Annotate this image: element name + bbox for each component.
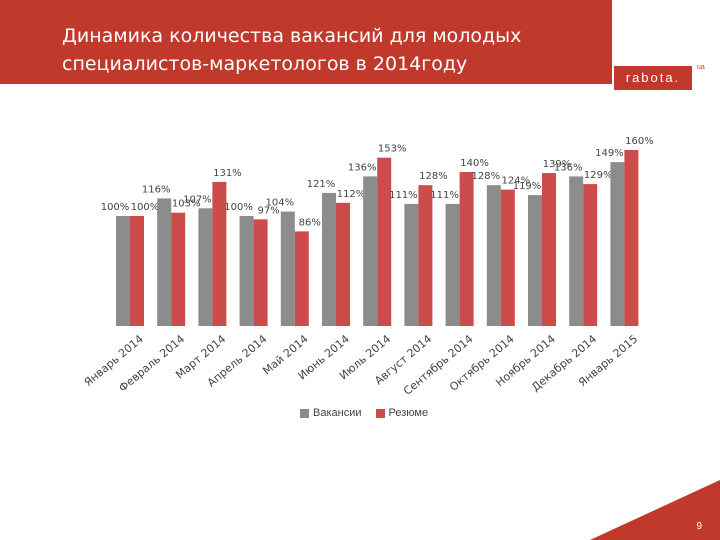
bar-resumes-9 bbox=[500, 189, 515, 326]
logo-sup: ua bbox=[697, 64, 705, 71]
data-label-vacancies-7: 111% bbox=[389, 190, 418, 201]
bar-resumes-11 bbox=[583, 184, 598, 326]
data-label-resumes-2: 131% bbox=[213, 168, 242, 179]
data-label-vacancies-3: 100% bbox=[224, 202, 253, 213]
data-label-resumes-12: 160% bbox=[625, 136, 654, 147]
data-label-resumes-3: 97% bbox=[257, 205, 279, 216]
bar-resumes-0 bbox=[130, 216, 144, 326]
data-label-resumes-1: 103% bbox=[172, 199, 201, 210]
data-label-vacancies-4: 104% bbox=[266, 198, 295, 209]
bar-vacancies-11 bbox=[569, 176, 584, 326]
title-line-2: специалистов-маркетологов в 2014году bbox=[62, 53, 468, 75]
x-tick-label-8: Сентябрь 2014 bbox=[401, 332, 476, 397]
legend-label-vacancies: Вакансии bbox=[313, 407, 362, 419]
bar-vacancies-9 bbox=[486, 185, 501, 326]
data-label-resumes-0: 100% bbox=[131, 202, 160, 213]
bar-resumes-7 bbox=[418, 185, 433, 326]
legend-item-resumes: Резюме bbox=[375, 407, 429, 419]
data-label-resumes-9: 124% bbox=[502, 176, 531, 187]
data-label-vacancies-12: 149% bbox=[595, 148, 624, 159]
rabota-logo: rabota. bbox=[614, 66, 692, 90]
data-label-vacancies-0: 100% bbox=[101, 202, 130, 213]
bar-resumes-4 bbox=[294, 231, 309, 326]
bar-vacancies-10 bbox=[528, 195, 542, 326]
bar-vacancies-3 bbox=[239, 216, 254, 326]
data-label-vacancies-5: 121% bbox=[307, 179, 336, 190]
bar-vacancies-5 bbox=[322, 192, 336, 326]
title-line-1: Динамика количества вакансий для молодых bbox=[62, 25, 522, 47]
chart-legend: Вакансии Резюме bbox=[300, 407, 428, 419]
data-label-vacancies-1: 116% bbox=[142, 184, 171, 195]
data-label-vacancies-8: 111% bbox=[430, 190, 459, 201]
data-label-vacancies-9: 128% bbox=[472, 171, 501, 182]
legend-swatch-vacancies bbox=[300, 408, 309, 418]
data-label-vacancies-10: 119% bbox=[513, 181, 542, 192]
bar-vacancies-1 bbox=[157, 198, 172, 326]
bar-resumes-10 bbox=[542, 173, 556, 326]
bar-resumes-8 bbox=[459, 172, 474, 326]
page-title: Динамика количества вакансий для молодых… bbox=[62, 22, 602, 78]
data-label-resumes-7: 128% bbox=[419, 171, 448, 182]
data-label-resumes-10: 139% bbox=[543, 159, 572, 170]
bar-vacancies-0 bbox=[116, 216, 130, 326]
bar-vacancies-7 bbox=[404, 203, 419, 326]
bar-resumes-3 bbox=[253, 219, 268, 326]
bar-resumes-12 bbox=[624, 150, 639, 326]
title-banner: Динамика количества вакансий для молодых… bbox=[0, 0, 612, 84]
bar-resumes-5 bbox=[336, 202, 350, 326]
bar-vacancies-12 bbox=[610, 162, 625, 326]
bar-vacancies-2 bbox=[198, 208, 213, 326]
data-label-vacancies-6: 136% bbox=[348, 162, 377, 173]
bar-resumes-2 bbox=[212, 181, 227, 326]
legend-label-resumes: Резюме bbox=[388, 407, 429, 419]
data-label-resumes-4: 86% bbox=[299, 217, 321, 228]
bar-resumes-6 bbox=[377, 157, 392, 326]
bar-vacancies-8 bbox=[445, 203, 460, 326]
legend-swatch-resumes bbox=[375, 408, 385, 418]
data-label-vacancies-2: 107% bbox=[183, 194, 212, 205]
bar-vacancies-6 bbox=[363, 176, 378, 326]
bar-resumes-1 bbox=[171, 212, 186, 326]
data-label-resumes-11: 129% bbox=[584, 170, 613, 181]
data-label-resumes-8: 140% bbox=[460, 158, 489, 169]
data-label-vacancies-11: 136% bbox=[554, 162, 583, 173]
bar-vacancies-4 bbox=[280, 211, 295, 326]
data-label-resumes-5: 112% bbox=[337, 189, 366, 200]
legend-item-vacancies: Вакансии bbox=[300, 407, 362, 419]
corner-decoration bbox=[590, 480, 720, 540]
data-label-resumes-6: 153% bbox=[378, 144, 407, 155]
page-number: 9 bbox=[696, 521, 702, 532]
